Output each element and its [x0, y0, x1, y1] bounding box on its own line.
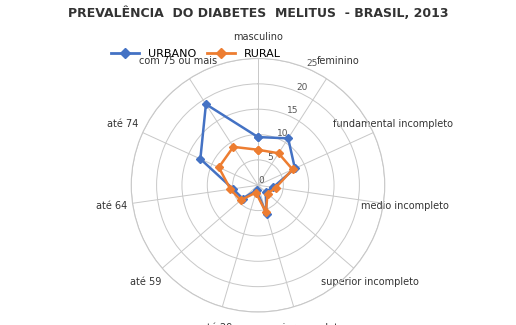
- Legend: URBANO, RURAL: URBANO, RURAL: [107, 45, 285, 63]
- Text: PREVALÊNCIA  DO DIABETES  MELITUS  - BRASIL, 2013: PREVALÊNCIA DO DIABETES MELITUS - BRASIL…: [68, 6, 448, 20]
